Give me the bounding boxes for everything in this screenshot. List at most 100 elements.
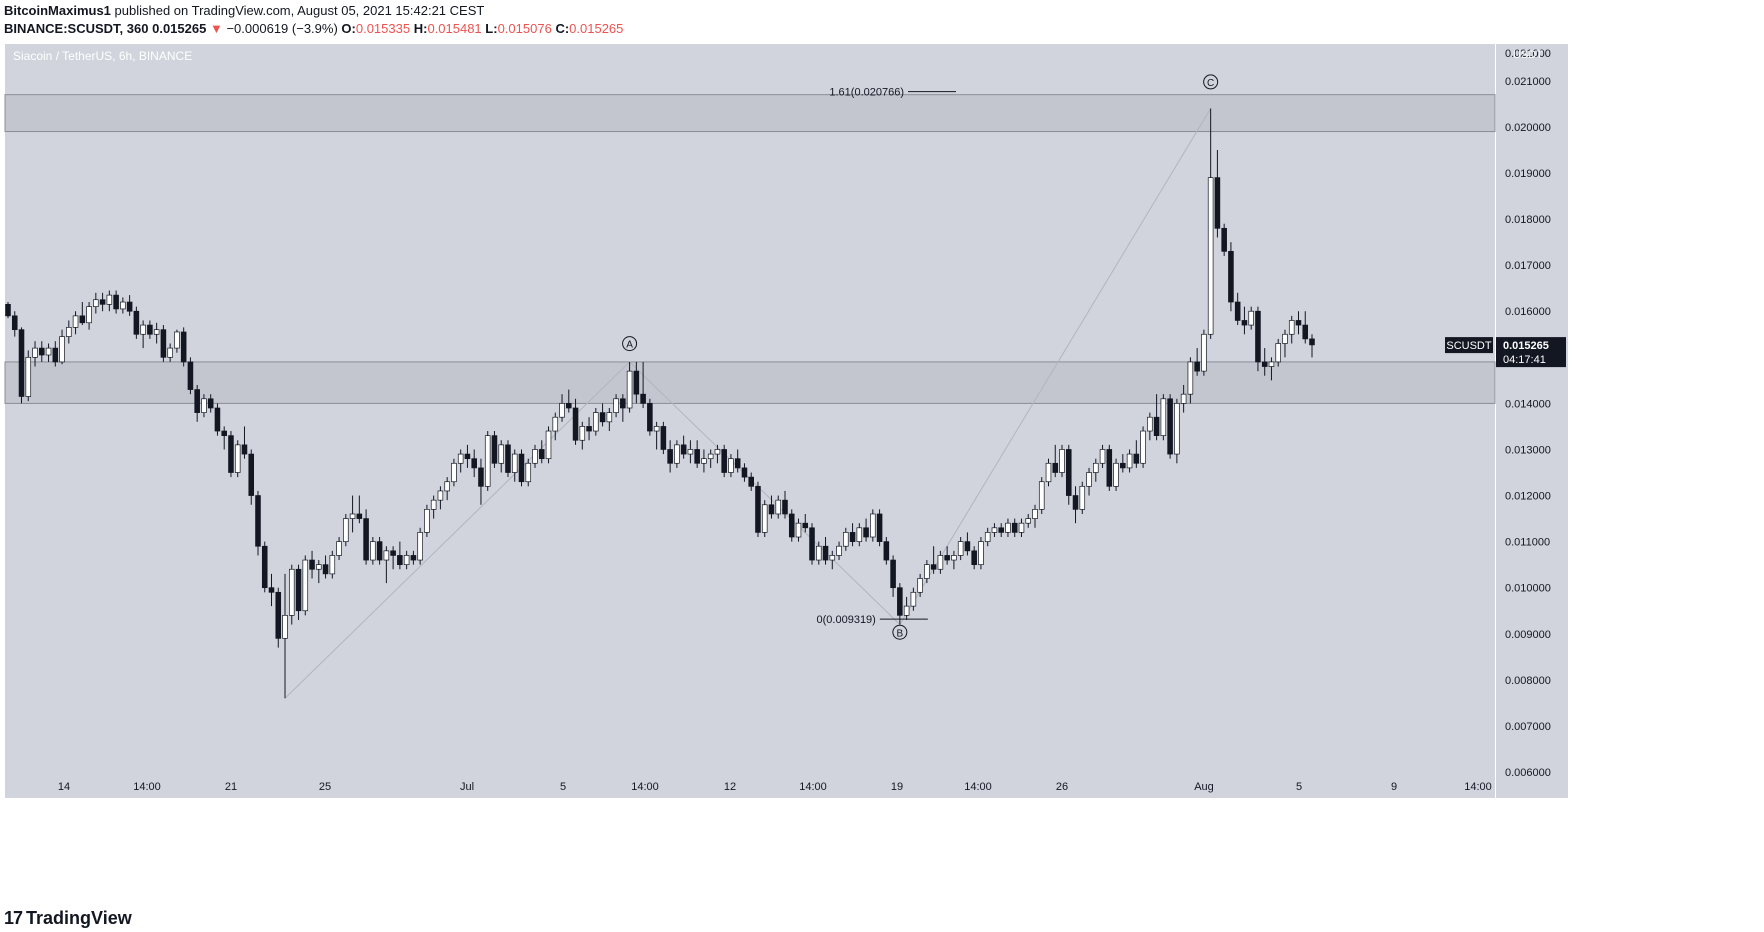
candle[interactable] bbox=[484, 431, 491, 491]
candle[interactable] bbox=[349, 495, 356, 533]
candle[interactable] bbox=[160, 325, 167, 362]
candle[interactable] bbox=[241, 426, 248, 459]
candle[interactable] bbox=[11, 311, 18, 337]
price-axis[interactable] bbox=[1496, 44, 1568, 798]
candle[interactable] bbox=[511, 449, 518, 482]
candle[interactable] bbox=[201, 394, 207, 418]
candle[interactable] bbox=[180, 327, 187, 367]
candle[interactable] bbox=[1255, 306, 1261, 372]
candle[interactable] bbox=[951, 550, 957, 570]
candle[interactable] bbox=[1295, 311, 1302, 335]
resistance-zone-2[interactable] bbox=[4, 361, 1496, 404]
candle[interactable] bbox=[1187, 357, 1194, 404]
candle[interactable] bbox=[1241, 306, 1248, 335]
wave-label-a[interactable]: A bbox=[622, 336, 638, 352]
candle[interactable] bbox=[640, 361, 646, 408]
candle[interactable] bbox=[207, 394, 214, 413]
candle[interactable] bbox=[674, 440, 680, 468]
candle[interactable] bbox=[451, 458, 457, 487]
candle[interactable] bbox=[1106, 444, 1113, 491]
candle[interactable] bbox=[572, 398, 579, 445]
candle[interactable] bbox=[25, 350, 32, 402]
time-axis[interactable] bbox=[5, 772, 1495, 798]
plot-area[interactable] bbox=[5, 44, 1495, 772]
candle[interactable] bbox=[424, 504, 430, 538]
candle[interactable] bbox=[336, 537, 342, 561]
candle[interactable] bbox=[390, 546, 396, 570]
candle[interactable] bbox=[255, 490, 261, 556]
candle[interactable] bbox=[1167, 394, 1173, 459]
candle[interactable] bbox=[971, 546, 977, 570]
candle[interactable] bbox=[59, 329, 65, 365]
candle[interactable] bbox=[18, 327, 25, 404]
candle[interactable] bbox=[944, 546, 950, 565]
candle[interactable] bbox=[363, 509, 369, 565]
candle[interactable] bbox=[93, 292, 99, 314]
candle[interactable] bbox=[126, 295, 133, 316]
candle[interactable] bbox=[626, 361, 633, 413]
candle[interactable] bbox=[538, 440, 545, 464]
candle[interactable] bbox=[836, 541, 842, 561]
candle[interactable] bbox=[910, 587, 917, 611]
candle[interactable] bbox=[1038, 477, 1045, 514]
candle[interactable] bbox=[694, 440, 700, 468]
candle[interactable] bbox=[620, 394, 626, 422]
candle[interactable] bbox=[376, 537, 383, 565]
candle[interactable] bbox=[113, 290, 119, 314]
candle[interactable] bbox=[1005, 518, 1011, 538]
candle[interactable] bbox=[430, 495, 437, 519]
candle[interactable] bbox=[410, 550, 417, 565]
candle[interactable] bbox=[464, 444, 471, 468]
candle[interactable] bbox=[930, 546, 937, 574]
candle[interactable] bbox=[79, 302, 86, 326]
candle[interactable] bbox=[701, 449, 707, 473]
candle[interactable] bbox=[133, 306, 140, 339]
candle[interactable] bbox=[45, 343, 52, 362]
candle[interactable] bbox=[822, 537, 829, 565]
candle[interactable] bbox=[856, 523, 863, 547]
candle[interactable] bbox=[815, 541, 822, 565]
candle[interactable] bbox=[978, 537, 984, 570]
candle[interactable] bbox=[1059, 444, 1065, 478]
candle[interactable] bbox=[383, 546, 390, 584]
candle[interactable] bbox=[1282, 329, 1288, 358]
candle[interactable] bbox=[316, 560, 322, 584]
candle[interactable] bbox=[397, 541, 403, 570]
candle[interactable] bbox=[417, 527, 423, 565]
candle[interactable] bbox=[870, 509, 876, 542]
candle[interactable] bbox=[1160, 394, 1167, 441]
candle[interactable] bbox=[370, 537, 376, 565]
candle[interactable] bbox=[566, 389, 572, 413]
candle[interactable] bbox=[714, 444, 721, 464]
candle[interactable] bbox=[680, 435, 687, 459]
candle[interactable] bbox=[261, 541, 268, 593]
candle[interactable] bbox=[849, 523, 856, 547]
candle[interactable] bbox=[545, 426, 552, 464]
candle[interactable] bbox=[937, 550, 944, 574]
candle[interactable] bbox=[1201, 329, 1207, 376]
candle[interactable] bbox=[1045, 458, 1052, 487]
candle[interactable] bbox=[1207, 108, 1214, 339]
candle[interactable] bbox=[1309, 334, 1315, 358]
candle[interactable] bbox=[120, 297, 126, 314]
last-price-marker[interactable]: SCUSDT 0.015265 04:17:41 bbox=[1445, 337, 1566, 368]
candle[interactable] bbox=[39, 341, 45, 362]
candle[interactable] bbox=[1052, 444, 1059, 478]
candle[interactable] bbox=[228, 431, 234, 478]
candle[interactable] bbox=[356, 495, 363, 524]
candle[interactable] bbox=[1261, 348, 1268, 376]
candle[interactable] bbox=[667, 440, 673, 473]
candle[interactable] bbox=[1065, 444, 1072, 505]
candle[interactable] bbox=[741, 463, 748, 482]
candle[interactable] bbox=[1018, 518, 1025, 538]
candle[interactable] bbox=[1147, 412, 1153, 441]
candle[interactable] bbox=[1072, 486, 1079, 524]
candle[interactable] bbox=[505, 440, 511, 478]
tradingview-logo[interactable]: 17 TradingView bbox=[4, 908, 132, 929]
candle[interactable] bbox=[755, 481, 761, 538]
candle[interactable] bbox=[957, 537, 964, 561]
candle[interactable] bbox=[147, 320, 153, 339]
candle[interactable] bbox=[647, 398, 653, 436]
candle[interactable] bbox=[552, 412, 559, 441]
candle[interactable] bbox=[991, 523, 998, 538]
